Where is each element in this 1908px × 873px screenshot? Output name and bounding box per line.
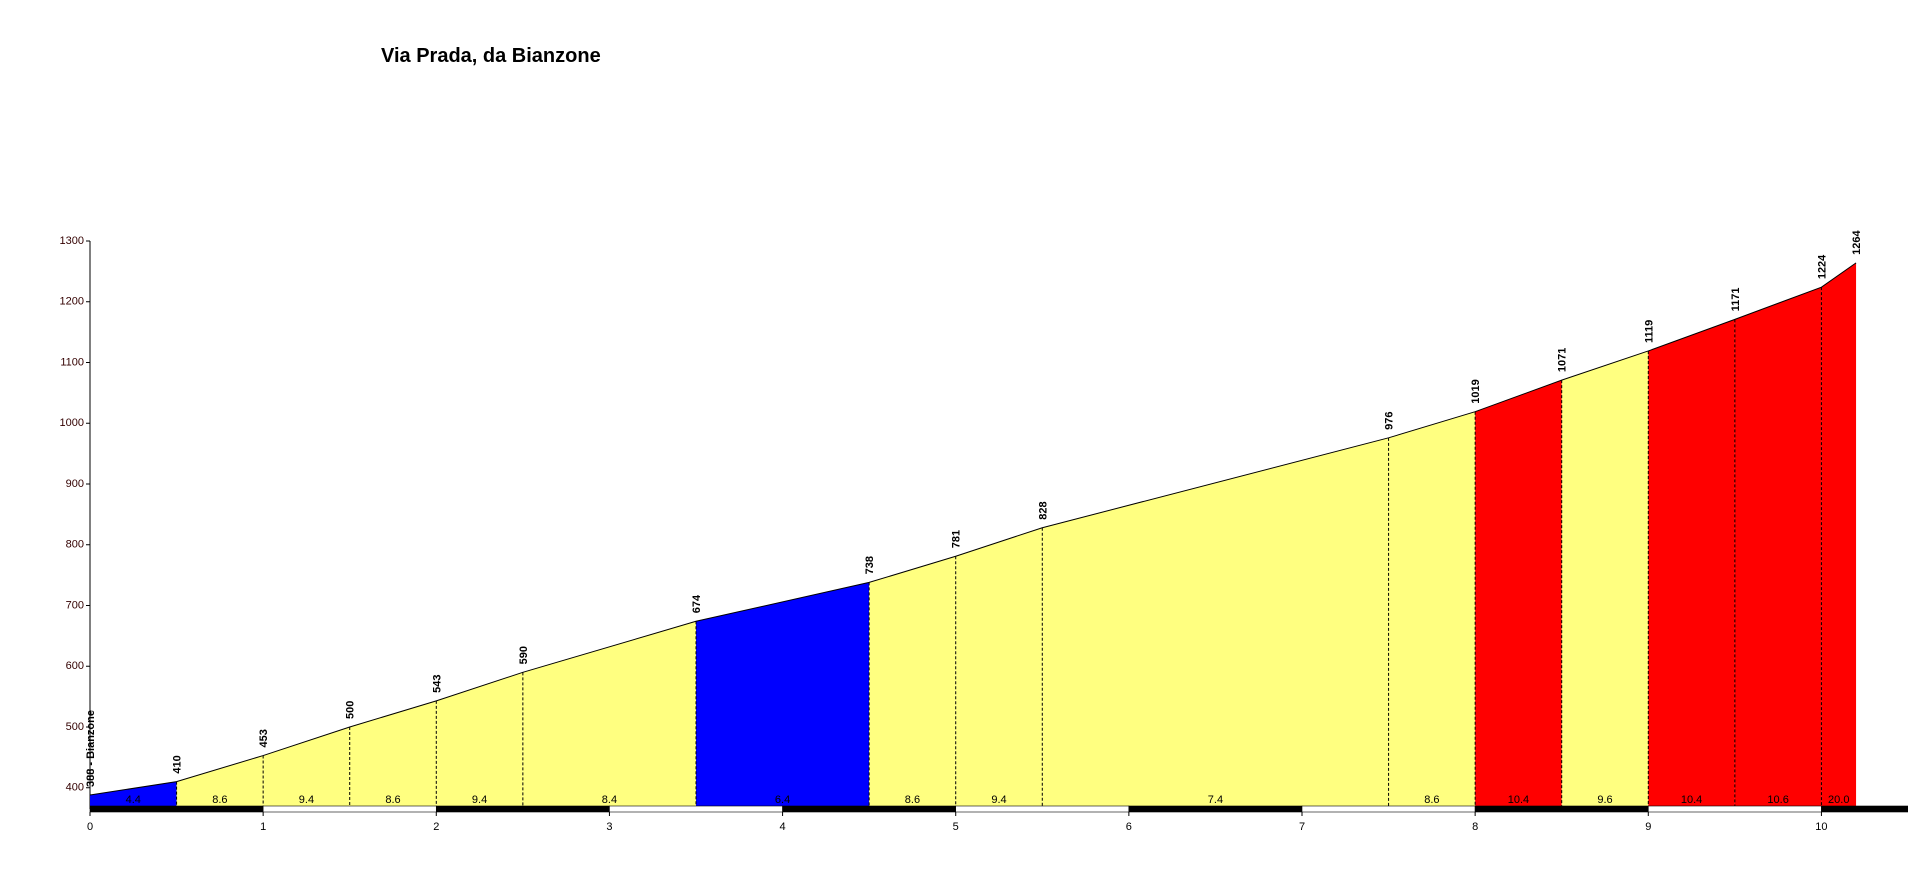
grade-label: 9.4 [299, 794, 314, 806]
segment [1561, 350, 1649, 809]
y-tick-label: 900 [66, 478, 84, 490]
segment [1388, 411, 1476, 809]
elevation-label: 1224 [1816, 254, 1828, 279]
km-bar [1301, 805, 1476, 813]
elevation-label: 828 [1037, 501, 1049, 519]
grade-label: 8.6 [385, 794, 400, 806]
segment [1734, 287, 1822, 810]
grade-label: 6.4 [775, 794, 790, 806]
x-tick-label: 3 [606, 821, 612, 833]
segment [176, 755, 264, 809]
elevation-label: 500 [345, 701, 357, 719]
elevation-label: 453 [258, 729, 270, 747]
elevation-label: 781 [951, 530, 963, 548]
elevation-label: 590 [518, 646, 530, 664]
y-tick-label: 1100 [60, 356, 84, 368]
km-bar [1474, 805, 1649, 813]
x-tick-label: 6 [1126, 821, 1132, 833]
elevation-label: 1171 [1730, 287, 1742, 311]
elevation-label: 543 [431, 675, 443, 693]
x-tick-label: 10 [1815, 821, 1827, 833]
grade-label: 9.4 [991, 794, 1006, 806]
km-bar [782, 805, 957, 813]
grade-label: 10.6 [1767, 794, 1788, 806]
km-bar [89, 805, 264, 813]
y-tick-label: 600 [66, 660, 84, 672]
elevation-label: 1019 [1470, 379, 1482, 403]
segment [869, 556, 956, 809]
km-bar [609, 805, 783, 813]
elevation-label: 410 [172, 755, 184, 773]
grade-label: 8.6 [905, 794, 920, 806]
x-tick-label: 4 [780, 821, 786, 833]
segment [1648, 319, 1735, 809]
segment [955, 527, 1043, 809]
km-bar [1128, 805, 1303, 813]
x-tick-label: 1 [260, 821, 266, 833]
grade-label: 9.6 [1597, 794, 1612, 806]
elevation-label: 738 [864, 556, 876, 574]
segment [1821, 262, 1857, 809]
km-bar [1821, 805, 1908, 813]
grade-label: 8.6 [1424, 794, 1439, 806]
elevation-label: 1119 [1643, 320, 1655, 343]
x-tick-label: 8 [1472, 821, 1478, 833]
segment [90, 781, 177, 809]
x-tick-label: 5 [953, 821, 959, 833]
x-tick-label: 7 [1299, 821, 1305, 833]
km-bar [435, 805, 610, 813]
grade-label: 20.0 [1828, 794, 1849, 806]
y-tick-label: 1000 [60, 417, 84, 429]
segment [436, 672, 523, 809]
elevation-label: 976 [1384, 411, 1396, 429]
y-tick-label: 1300 [60, 235, 84, 247]
y-tick-label: 500 [66, 721, 84, 733]
segment [349, 700, 437, 809]
grade-label: 9.4 [472, 794, 487, 806]
segment [696, 582, 870, 809]
grade-label: 10.4 [1681, 794, 1702, 806]
y-tick-label: 700 [66, 599, 84, 611]
chart-title: Via Prada, da Bianzone [381, 45, 601, 67]
segment [1042, 437, 1389, 809]
grade-label: 10.4 [1508, 794, 1529, 806]
x-tick-label: 9 [1645, 821, 1651, 833]
elevation-label: 674 [691, 594, 703, 613]
elevation-label: 388 - Bianzone [85, 710, 97, 787]
km-bar [955, 805, 1130, 813]
segment [1475, 380, 1562, 809]
elevation-label: 1264 [1851, 230, 1863, 255]
grade-label: 4.4 [126, 794, 141, 806]
x-tick-label: 2 [433, 821, 439, 833]
y-tick-label: 400 [66, 782, 84, 794]
segment [263, 726, 350, 809]
y-tick-label: 1200 [60, 296, 84, 308]
elevation-label: 1071 [1557, 348, 1569, 372]
km-bar [262, 805, 437, 813]
segment [522, 621, 696, 809]
x-tick-label: 0 [87, 821, 93, 833]
grade-label: 8.4 [602, 794, 617, 806]
km-bar [1647, 805, 1822, 813]
grade-label: 7.4 [1208, 794, 1223, 806]
grade-label: 8.6 [212, 794, 227, 806]
y-tick-label: 800 [66, 539, 84, 551]
